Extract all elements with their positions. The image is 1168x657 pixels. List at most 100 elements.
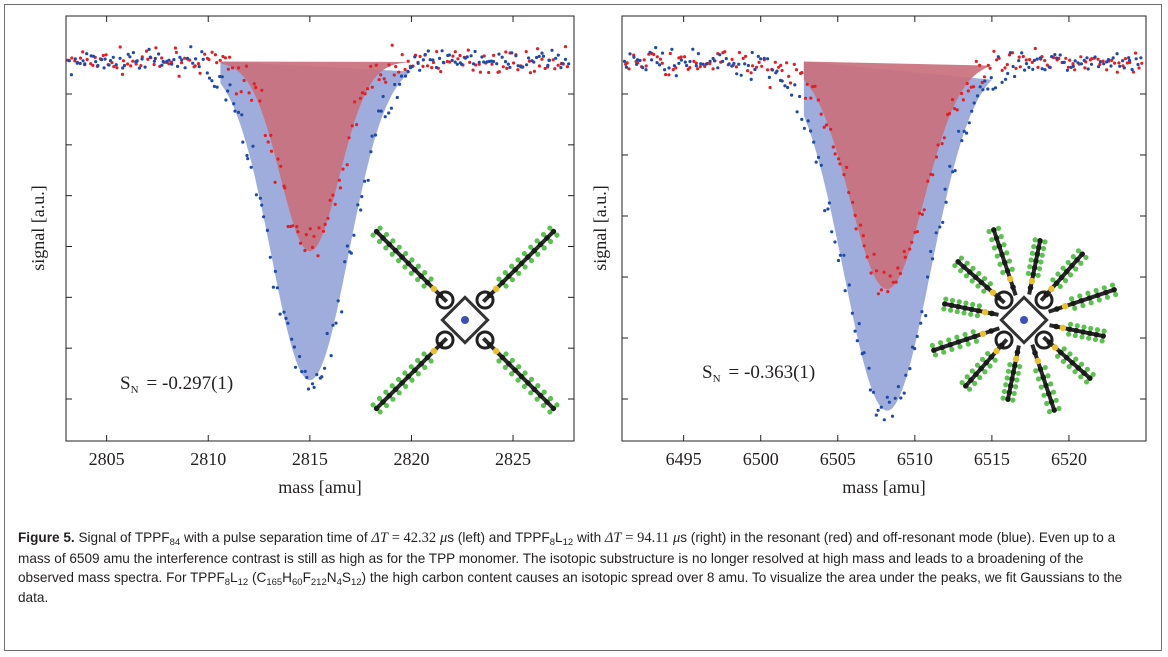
data-point <box>1006 71 1010 76</box>
carbon-atom <box>1074 257 1080 263</box>
data-point <box>718 53 722 57</box>
data-point <box>986 87 990 91</box>
data-point <box>978 63 982 67</box>
data-point <box>333 202 337 206</box>
data-point <box>144 49 149 53</box>
data-point <box>827 201 831 205</box>
data-point <box>1073 59 1077 63</box>
data-point <box>482 60 486 64</box>
figure-frame <box>4 4 1162 651</box>
fluorine-atom <box>1055 271 1061 277</box>
porphyrin-core <box>440 295 490 345</box>
data-point <box>107 63 111 67</box>
carbon-atom <box>1086 330 1093 337</box>
carbon-atom <box>550 405 557 412</box>
data-point <box>458 53 462 58</box>
data-point <box>524 50 528 54</box>
carbon-atom <box>512 266 519 273</box>
data-point <box>974 59 978 64</box>
data-point <box>343 260 347 264</box>
carbon-atom <box>1010 284 1016 290</box>
data-point <box>922 208 926 212</box>
data-point <box>1109 64 1113 68</box>
data-point <box>721 59 725 64</box>
data-point <box>813 84 817 88</box>
fluorine-atom <box>509 371 515 377</box>
data-point <box>926 275 930 279</box>
carbon-atom <box>963 383 969 389</box>
data-point <box>118 56 122 60</box>
data-point <box>658 57 663 61</box>
fluorine-atom <box>973 338 980 344</box>
data-point <box>284 316 288 320</box>
data-point <box>837 157 841 161</box>
fluorine-atom <box>954 334 960 340</box>
data-point <box>305 375 309 380</box>
data-point <box>955 108 959 112</box>
data-point <box>121 59 126 63</box>
data-point <box>567 62 571 66</box>
x-tick-label: 2805 <box>89 449 125 469</box>
data-point <box>698 65 702 69</box>
data-point <box>805 82 809 86</box>
data-point <box>625 61 629 65</box>
data-point <box>193 64 197 68</box>
data-point <box>131 51 135 55</box>
data-point <box>908 247 912 251</box>
data-point <box>212 84 216 88</box>
data-point <box>654 46 658 50</box>
data-point <box>986 63 990 67</box>
data-point <box>244 64 249 68</box>
data-point <box>440 49 444 53</box>
data-point <box>341 167 345 171</box>
data-point <box>972 85 976 89</box>
data-point <box>1023 68 1027 72</box>
carbon-atom <box>975 307 982 314</box>
fluorine-atom <box>1012 384 1019 390</box>
data-point <box>896 266 900 270</box>
fluorine-atom <box>422 270 428 276</box>
carbon-atom <box>405 373 412 380</box>
data-point <box>296 230 300 234</box>
fluorine-atom <box>964 374 970 380</box>
fluorine-atom <box>994 253 1000 259</box>
data-point <box>337 178 341 182</box>
data-point <box>213 53 217 57</box>
fluorine-atom <box>547 395 554 402</box>
data-point <box>194 57 198 61</box>
data-point <box>146 57 150 61</box>
fluorine-atom <box>947 307 954 313</box>
data-point <box>501 65 505 69</box>
data-point <box>688 66 692 70</box>
data-point <box>766 57 770 61</box>
data-point <box>737 50 741 55</box>
carbon-atom <box>1094 292 1101 299</box>
data-point <box>157 52 161 56</box>
data-point <box>1118 64 1122 68</box>
data-point <box>451 54 455 58</box>
data-point <box>862 351 866 355</box>
data-point <box>268 255 272 259</box>
data-point <box>767 75 771 79</box>
fluorine-atom <box>370 402 376 408</box>
fluorine-atom <box>408 364 414 370</box>
data-point <box>975 94 980 98</box>
nitrogen-center <box>461 316 469 324</box>
carbon-atom <box>506 273 512 279</box>
data-point <box>326 216 330 220</box>
carbon-atom <box>961 264 967 270</box>
fluorine-atom <box>1011 390 1017 397</box>
fluorine-atom <box>390 396 396 402</box>
data-point <box>153 56 157 61</box>
fluorine-atom <box>409 257 415 263</box>
data-point <box>1050 55 1054 59</box>
data-point <box>78 56 83 60</box>
data-point <box>174 50 178 55</box>
data-point <box>1045 63 1049 67</box>
data-point <box>1008 51 1012 55</box>
fluorine-atom <box>1061 346 1067 352</box>
carbon-atom <box>955 259 961 265</box>
data-point <box>94 60 98 64</box>
fluorine-atom <box>528 258 535 264</box>
data-point <box>668 51 672 56</box>
